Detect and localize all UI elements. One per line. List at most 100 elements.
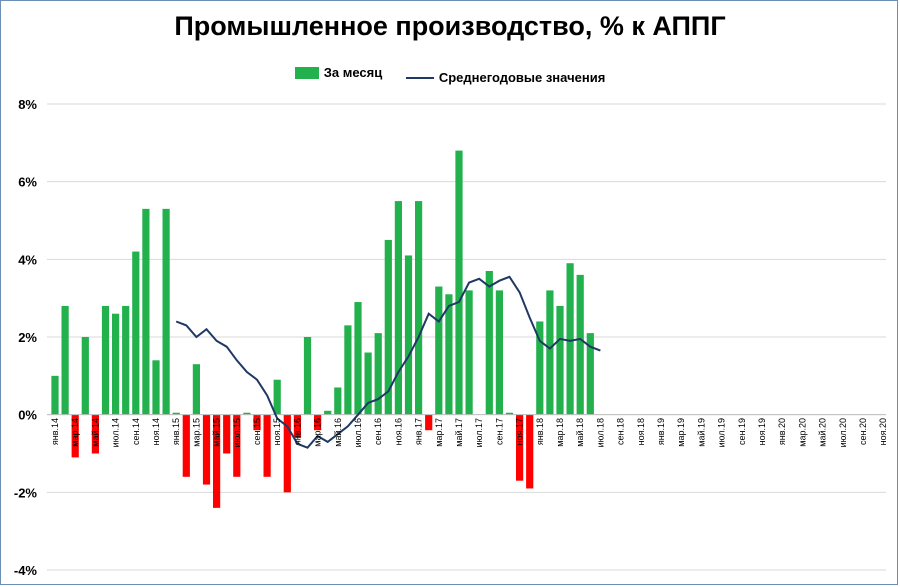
bar-month bbox=[142, 208, 150, 415]
bar-month bbox=[394, 201, 402, 415]
x-tick-label: ноя.20 bbox=[878, 418, 888, 445]
bar-month bbox=[374, 333, 382, 415]
x-tick-label: июл.18 bbox=[595, 418, 605, 447]
bar-month bbox=[586, 333, 594, 415]
bar-month bbox=[71, 414, 79, 458]
legend-swatch-monthly bbox=[294, 66, 319, 79]
bar-month bbox=[253, 414, 261, 431]
y-tick-label: 0% bbox=[18, 408, 37, 423]
x-tick-label: июл.16 bbox=[353, 418, 363, 447]
bar-month bbox=[536, 321, 544, 415]
bar-month bbox=[526, 414, 534, 489]
x-tick-label: сен.17 bbox=[494, 418, 504, 445]
bar-month bbox=[334, 387, 342, 415]
bar-month bbox=[495, 290, 503, 415]
x-tick-label: янв.14 bbox=[50, 418, 60, 445]
x-tick-label: мар.18 bbox=[555, 418, 565, 447]
bar-month bbox=[162, 208, 170, 415]
bar-month bbox=[425, 414, 433, 431]
x-tick-label: июл.14 bbox=[111, 418, 121, 447]
bar-month bbox=[465, 290, 473, 415]
bar-month bbox=[314, 414, 322, 431]
bar-month bbox=[122, 305, 130, 415]
bar-month bbox=[415, 201, 423, 415]
x-tick-label: май.14 bbox=[90, 418, 100, 447]
bar-month bbox=[101, 305, 110, 415]
x-tick-label: янв.20 bbox=[777, 418, 787, 445]
y-tick-label: -4% bbox=[14, 563, 38, 578]
bar-month bbox=[516, 414, 524, 481]
x-tick-label: сен.14 bbox=[131, 418, 141, 445]
y-tick-label: 8% bbox=[18, 97, 37, 112]
bar-month bbox=[293, 414, 301, 438]
x-tick-label: июл.15 bbox=[232, 418, 242, 447]
x-tick-label: ноя.19 bbox=[757, 418, 767, 445]
bar-month bbox=[172, 412, 180, 415]
x-tick-label: мар.17 bbox=[434, 418, 444, 447]
x-tick-label: ноя.15 bbox=[272, 418, 282, 445]
bar-month bbox=[485, 270, 493, 415]
bar-month bbox=[233, 414, 241, 477]
bar-month bbox=[404, 255, 413, 415]
legend-swatch-average bbox=[405, 76, 434, 79]
x-tick-label: янв.17 bbox=[414, 418, 424, 445]
bar-month bbox=[445, 294, 453, 415]
bar-month bbox=[505, 412, 514, 415]
x-tick-label: июл.17 bbox=[474, 418, 484, 447]
bar-month bbox=[435, 286, 443, 415]
x-tick-label: ноя.17 bbox=[515, 418, 525, 445]
bar-month bbox=[243, 412, 251, 415]
bar-month bbox=[192, 364, 200, 415]
bar-month bbox=[283, 414, 291, 493]
x-tick-label: май.16 bbox=[333, 418, 343, 447]
x-tick-label: июл.20 bbox=[838, 418, 848, 447]
bar-month bbox=[364, 352, 372, 415]
y-tick-label: 6% bbox=[18, 175, 37, 190]
legend-label-average: Среднегодовые значения bbox=[438, 70, 606, 85]
x-tick-label: май.19 bbox=[696, 418, 706, 447]
x-tick-label: ноя.18 bbox=[636, 418, 646, 445]
bar-month bbox=[61, 305, 69, 415]
legend: За месяц Среднегодовые значения bbox=[1, 65, 899, 85]
x-tick-label: янв.15 bbox=[171, 418, 181, 445]
bar-month bbox=[112, 313, 120, 415]
bar-month bbox=[576, 274, 584, 415]
x-tick-label: май.15 bbox=[212, 418, 222, 447]
x-tick-label: сен.18 bbox=[616, 418, 626, 445]
bar-month bbox=[303, 337, 312, 415]
bar-month bbox=[263, 414, 271, 477]
bar-month bbox=[354, 302, 362, 415]
y-tick-label: 2% bbox=[18, 330, 37, 345]
legend-item-monthly: За месяц bbox=[294, 65, 383, 80]
bar-month bbox=[213, 414, 221, 508]
x-tick-label: май.18 bbox=[575, 418, 585, 447]
bar-month bbox=[91, 414, 99, 454]
bar-month bbox=[132, 251, 140, 415]
x-tick-label: мар.15 bbox=[191, 418, 201, 447]
x-tick-label: ноя.14 bbox=[151, 418, 161, 445]
x-tick-label: мар.20 bbox=[797, 418, 807, 447]
x-tick-label: янв.16 bbox=[292, 418, 302, 445]
legend-item-average: Среднегодовые значения bbox=[405, 70, 606, 85]
bar-month bbox=[455, 150, 463, 415]
x-tick-label: янв.19 bbox=[656, 418, 666, 445]
bar-month bbox=[556, 305, 564, 415]
x-tick-label: мар.19 bbox=[676, 418, 686, 447]
x-tick-label: май.17 bbox=[454, 418, 464, 447]
x-tick-label: мар.14 bbox=[70, 418, 80, 447]
legend-label-monthly: За месяц bbox=[323, 65, 383, 80]
bar-month bbox=[182, 414, 190, 477]
y-tick-label: 4% bbox=[18, 252, 37, 267]
x-tick-label: сен.20 bbox=[858, 418, 868, 445]
x-tick-label: май.20 bbox=[818, 418, 828, 447]
x-tick-label: мар.16 bbox=[313, 418, 323, 447]
bar-month bbox=[384, 239, 392, 415]
x-tick-label: сен.15 bbox=[252, 418, 262, 445]
bar-month bbox=[202, 414, 211, 485]
x-tick-label: ноя.16 bbox=[393, 418, 403, 445]
bar-month bbox=[51, 375, 59, 415]
bar-month bbox=[344, 325, 352, 415]
chart-title: Промышленное производство, % к АППГ bbox=[174, 11, 726, 41]
